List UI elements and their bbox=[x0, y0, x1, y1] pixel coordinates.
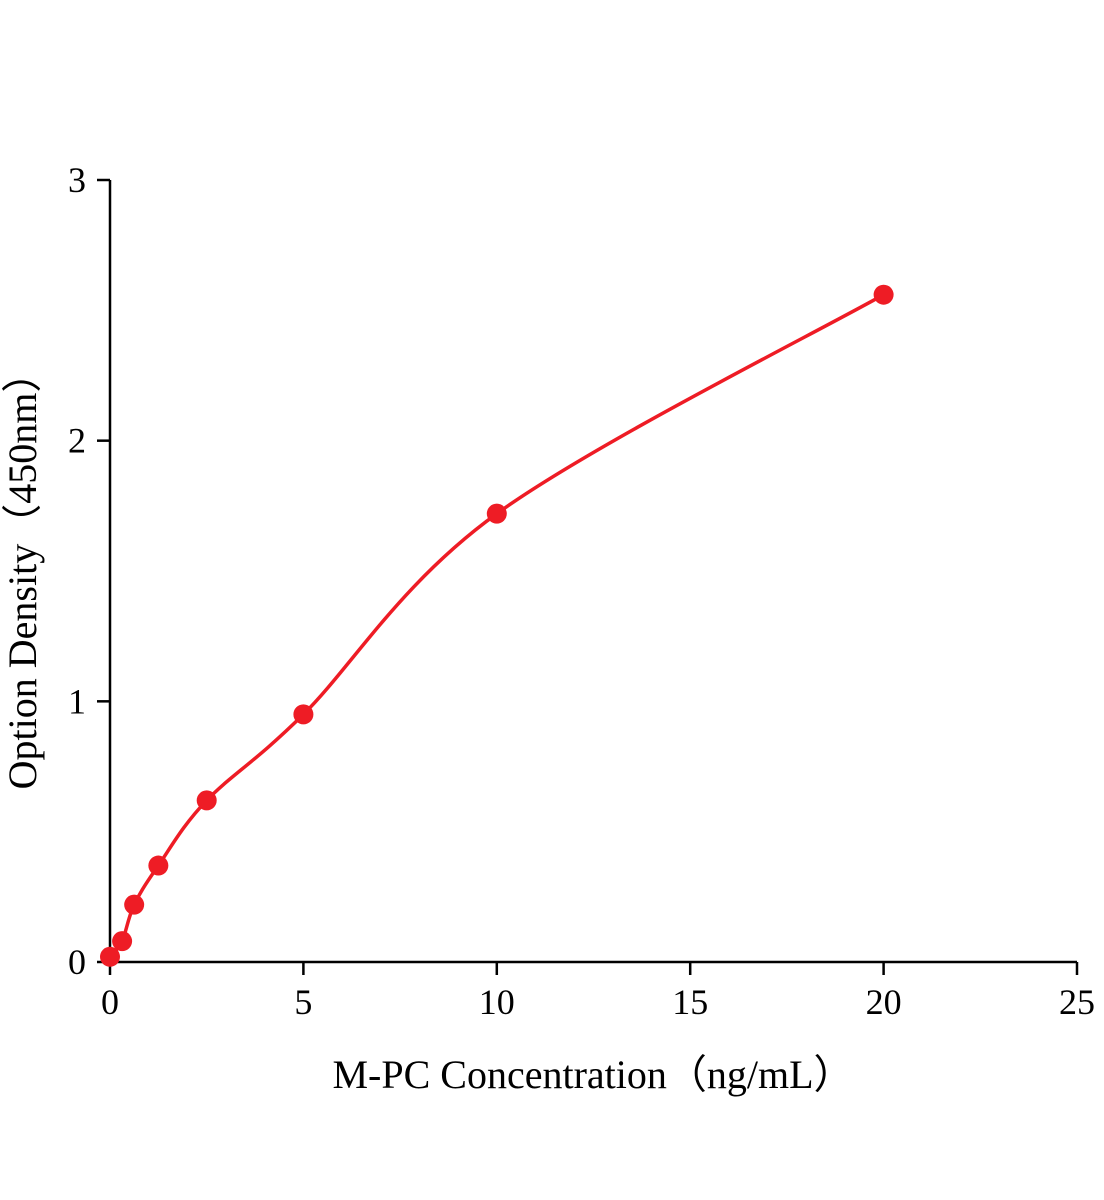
y-tick-label: 1 bbox=[68, 681, 86, 721]
x-tick-label: 5 bbox=[294, 982, 312, 1022]
data-point bbox=[100, 946, 120, 967]
axes-layer: 0 5 10 15 20 25 0 1 2 3 bbox=[68, 160, 1095, 1022]
y-tick-label: 0 bbox=[68, 942, 86, 982]
x-tick-label: 25 bbox=[1059, 982, 1095, 1022]
data-point bbox=[486, 503, 507, 524]
data-point bbox=[196, 790, 217, 811]
data-point bbox=[293, 704, 314, 725]
x-tick-label: 10 bbox=[479, 982, 515, 1022]
x-tick-label: 20 bbox=[866, 982, 902, 1022]
x-tick-label: 15 bbox=[672, 982, 708, 1022]
data-point bbox=[873, 284, 894, 305]
series-layer bbox=[100, 284, 894, 967]
y-tick-label: 2 bbox=[68, 421, 86, 461]
x-tick-label: 0 bbox=[101, 982, 119, 1022]
x-axis-label: M-PC Concentration（ng/mL） bbox=[332, 1052, 853, 1097]
fit-curve bbox=[108, 292, 886, 959]
data-point bbox=[148, 855, 169, 876]
y-axis-label: Option Density（450nm） bbox=[0, 353, 45, 790]
y-tick-label: 3 bbox=[68, 160, 86, 200]
data-point bbox=[124, 894, 145, 915]
data-point bbox=[112, 931, 133, 952]
